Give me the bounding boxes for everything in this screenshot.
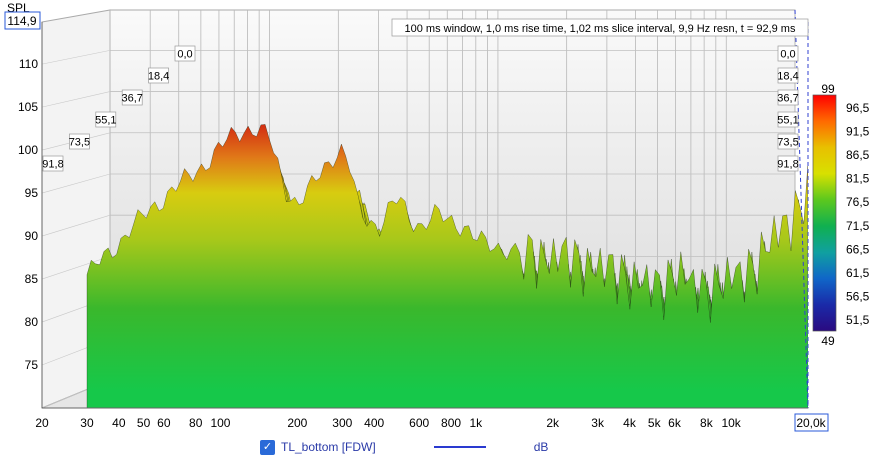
x-tick-label: 800 [441, 416, 461, 430]
svg-text:91,8: 91,8 [777, 159, 798, 171]
time-label-right: 18,4 [777, 67, 799, 84]
time-label-left: 18,4 [148, 67, 169, 84]
y-tick-label: 85 [25, 272, 39, 286]
colorbar-tick-label: 51,5 [846, 313, 869, 327]
x-max-readout: 20,0k [794, 413, 829, 432]
legend-series-name: TL_bottom [FDW] [281, 440, 376, 454]
colorbar-tick-label: 71,5 [846, 219, 869, 233]
x-tick-label: 2k [546, 416, 560, 430]
grid-line [41, 214, 111, 237]
x-tick-label: 100 [210, 416, 230, 430]
grid-line [41, 91, 111, 108]
legend-checkbox[interactable]: ✓ [260, 439, 275, 455]
svg-text:18,4: 18,4 [148, 71, 169, 83]
time-label-left: 91,8 [42, 155, 64, 172]
x-tick-label: 8k [700, 416, 714, 430]
chart-title: 100 ms window, 1,0 ms rise time, 1,02 ms… [391, 18, 809, 37]
y-tick-label: 75 [25, 358, 39, 372]
svg-text:18,4: 18,4 [777, 71, 798, 83]
svg-text:73,5: 73,5 [777, 137, 798, 149]
time-label-right: 55,1 [777, 111, 799, 128]
grid-line [41, 50, 111, 65]
colorbar-tick-label: 96,5 [846, 101, 869, 115]
x-tick-label: 60 [157, 416, 171, 430]
grid-line [41, 256, 111, 280]
time-label-right: 91,8 [777, 155, 799, 172]
svg-text:20,0k: 20,0k [796, 416, 826, 430]
x-tick-label: 4k [623, 416, 637, 430]
colorbar-tick-label: 81,5 [846, 172, 869, 186]
colorbar-tick-label: 91,5 [846, 125, 869, 139]
svg-text:114,9: 114,9 [7, 14, 36, 28]
x-tick-label: 1k [469, 416, 483, 430]
time-label-right: 73,5 [777, 133, 799, 150]
x-tick-label: 50 [137, 416, 151, 430]
time-label-right: 0,0 [777, 45, 799, 62]
time-label-right: 36,7 [777, 89, 799, 106]
x-tick-label: 200 [287, 416, 307, 430]
x-tick-label: 3k [591, 416, 605, 430]
svg-text:0,0: 0,0 [780, 49, 795, 61]
time-label-left: 55,1 [95, 111, 117, 128]
x-tick-label: 20 [35, 416, 49, 430]
waterfall-surface [86, 124, 808, 408]
y-tick-label: 80 [25, 315, 39, 329]
y-tick-label: 100 [18, 143, 38, 157]
colorbar-max-label: 99 [821, 82, 835, 96]
x-tick-label: 80 [189, 416, 203, 430]
svg-text:55,1: 55,1 [95, 115, 116, 127]
colorbar-tick-label: 76,5 [846, 195, 869, 209]
y-tick-label: 110 [19, 57, 38, 71]
svg-text:0,0: 0,0 [177, 49, 192, 61]
colorbar-tick-label: 66,5 [846, 242, 869, 256]
x-tick-label: 30 [80, 416, 94, 430]
y-tick-label: 105 [18, 100, 38, 114]
colorbar-tick-label: 61,5 [846, 266, 869, 280]
x-tick-label: 5k [648, 416, 662, 430]
colorbar: 99 49 96,5 91,5 86,5 81,5 76,5 71,5 66,5 61,5 56,5… [812, 82, 869, 348]
colorbar-tick-label: 56,5 [846, 289, 869, 303]
x-tick-label: 10k [721, 416, 741, 430]
x-tick-label: 6k [668, 416, 682, 430]
svg-text:73,5: 73,5 [69, 137, 90, 149]
svg-text:36,7: 36,7 [777, 93, 798, 105]
x-tick-label: 400 [364, 416, 384, 430]
time-label-left: 36,7 [121, 89, 143, 106]
grid-line [41, 173, 111, 194]
x-tick-label: 300 [332, 416, 352, 430]
time-label-left: 73,5 [69, 133, 90, 150]
legend: ✓ TL_bottom [FDW] dB [260, 438, 548, 456]
svg-text:91,8: 91,8 [42, 159, 63, 171]
x-tick-label: 600 [409, 416, 429, 430]
y-max-readout: 114,9 [4, 11, 41, 30]
waterfall-slice [86, 124, 808, 408]
colorbar-min-label: 49 [821, 334, 835, 348]
legend-unit: dB [533, 440, 549, 454]
svg-text:55,1: 55,1 [777, 115, 798, 127]
time-label-left: 0,0 [174, 45, 196, 62]
legend-line-swatch [433, 446, 486, 448]
x-tick-label: 40 [112, 416, 126, 430]
svg-text:36,7: 36,7 [121, 93, 142, 105]
y-tick-label: 95 [25, 186, 39, 200]
svg-text:100 ms window, 1,0 ms rise tim: 100 ms window, 1,0 ms rise time, 1,02 ms… [405, 23, 796, 35]
colorbar-tick-label: 86,5 [846, 148, 869, 162]
y-tick-label: 90 [25, 229, 39, 243]
